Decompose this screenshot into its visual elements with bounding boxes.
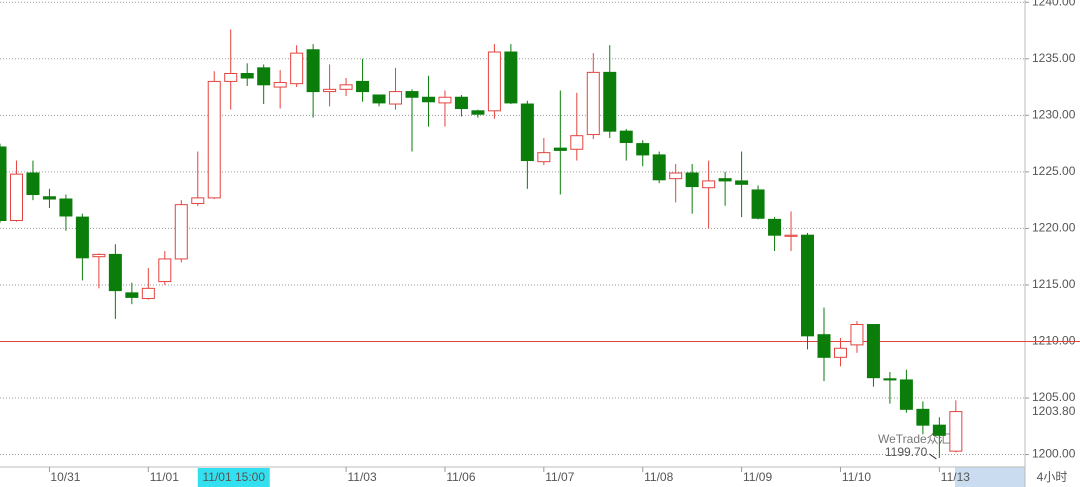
x-axis-highlight: [955, 467, 1025, 487]
y-tick-label: 1205.00: [1032, 390, 1076, 404]
candle-body: [520, 103, 534, 162]
x-tick-label: 11/06: [446, 470, 475, 484]
candle-body: [866, 324, 880, 379]
x-tick-label: 11/10: [842, 470, 871, 484]
candle-body: [26, 172, 40, 195]
y-tick-label: 1220.00: [1032, 221, 1076, 235]
candle-body: [685, 172, 699, 188]
y-tick-label: 1230.00: [1032, 108, 1076, 122]
candle-body: [768, 218, 782, 236]
candle-body: [751, 189, 765, 219]
candle-body: [108, 253, 122, 292]
x-tick-label: 11/03: [348, 470, 377, 484]
candle-body: [59, 198, 73, 217]
candle-body: [669, 172, 683, 180]
candle-body: [603, 71, 617, 132]
x-tick-label: 11/08: [644, 470, 673, 484]
candle-body: [438, 96, 452, 104]
candle-body: [306, 49, 320, 93]
candle-body: [817, 334, 831, 358]
x-tick-label: 11/07: [545, 470, 574, 484]
candle-body: [224, 72, 238, 82]
candle-body: [42, 196, 56, 200]
candle-body: [883, 378, 897, 381]
candle-body: [75, 216, 89, 259]
min-marker-label: 1199.70: [885, 445, 928, 459]
candle-body: [949, 411, 963, 452]
candle-body: [850, 324, 864, 346]
y-tick-label: 1240.00: [1032, 0, 1076, 8]
candle-body: [356, 80, 370, 93]
candle-body: [833, 347, 847, 358]
candle-body: [9, 173, 23, 221]
crosshair-label-bg: [197, 468, 270, 487]
candle-body: [471, 110, 485, 115]
y-tick-label: 1235.00: [1032, 51, 1076, 65]
candle-body: [454, 96, 468, 110]
candle-body: [207, 80, 221, 199]
candle-body: [323, 88, 337, 93]
candle-body: [652, 154, 666, 181]
candle-body: [191, 197, 205, 205]
candle-body: [92, 253, 106, 258]
candle-body: [141, 287, 155, 300]
crosshair-label: 11/01 15:00: [203, 470, 266, 484]
candle-body: [405, 91, 419, 98]
y-tick-label: 1210.00: [1032, 334, 1076, 348]
candle-body: [339, 84, 353, 90]
candle-body: [158, 258, 172, 283]
candle-body: [273, 82, 287, 88]
watermark: WeTrade众汇: [878, 432, 951, 446]
last-price-label: 1203.80: [1032, 404, 1076, 418]
candle-body: [0, 146, 7, 221]
candle-body: [586, 71, 600, 136]
y-tick-label: 1225.00: [1032, 164, 1076, 178]
candle-body: [801, 234, 815, 337]
x-tick-label: 10/31: [50, 470, 80, 484]
candle-body: [784, 234, 798, 237]
candle-body: [257, 67, 271, 86]
candle-body: [290, 52, 304, 85]
candle-body: [916, 408, 930, 426]
candle-body: [619, 130, 633, 143]
candle-body: [537, 152, 551, 163]
candle-body: [389, 91, 403, 105]
candle-body: [570, 135, 584, 150]
x-tick-label: 11/01: [150, 470, 179, 484]
candle-body: [636, 143, 650, 156]
candle-body: [553, 147, 567, 151]
x-tick-label: 11/09: [743, 470, 772, 484]
min-marker-line: [929, 453, 937, 460]
candle-body: [718, 178, 732, 182]
candle-body: [125, 292, 139, 298]
candle-body: [702, 180, 716, 189]
candle-body: [421, 96, 435, 103]
candle-body: [240, 72, 254, 79]
period-label: 4小时: [1037, 470, 1068, 484]
y-tick-label: 1215.00: [1032, 277, 1076, 291]
candle-body: [372, 94, 386, 104]
candle-body: [899, 379, 913, 410]
candle-body: [487, 51, 501, 112]
candle-body: [504, 51, 518, 104]
candle-body: [735, 180, 749, 185]
y-tick-label: 1200.00: [1032, 447, 1076, 461]
candle-body: [932, 424, 946, 436]
candle-body: [174, 204, 188, 260]
x-tick-label: 11/13: [941, 470, 970, 484]
